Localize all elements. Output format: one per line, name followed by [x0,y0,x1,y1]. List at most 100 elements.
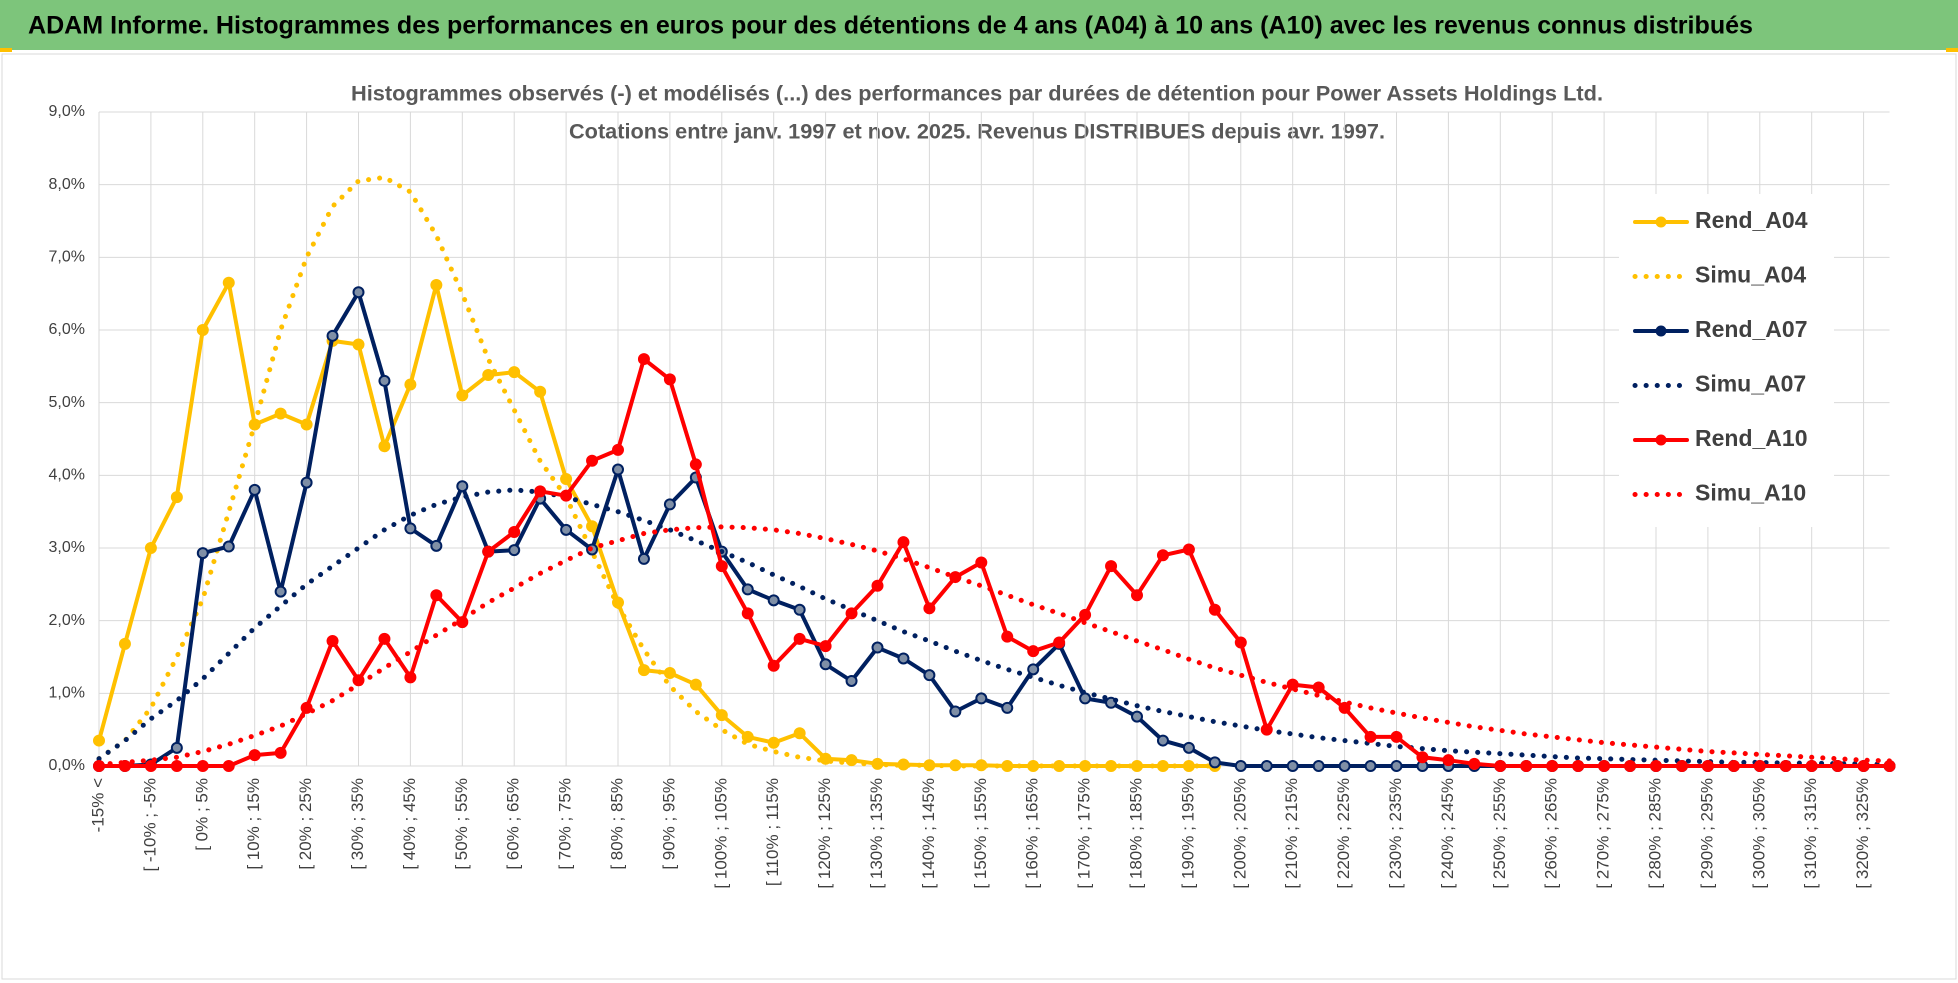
data-point [767,594,780,607]
data-point [1779,760,1792,772]
data-point [1390,760,1403,772]
data-point [1234,636,1247,649]
data-point [482,369,495,382]
x-tick-label: [ 80% ; 85% [607,778,626,870]
x-tick-label: [ 290% ; 295% [1697,778,1716,889]
data-point [534,385,547,398]
y-tick-label: 5,0% [49,394,85,411]
x-tick-label: [ -10% ; -5% [140,778,159,872]
data-point [1131,710,1143,723]
data-point [1105,560,1118,573]
data-point [1364,730,1377,743]
data-point [845,674,858,687]
data-point [1182,741,1195,754]
data-point [1286,678,1299,691]
legend-label: Simu_A10 [1695,480,1806,506]
data-point [1027,645,1040,658]
series-line [96,174,1218,769]
data-point [975,692,988,705]
data-point [1598,760,1611,772]
x-tick-label: [ 0% ; 5% [192,778,211,851]
data-point [741,730,754,743]
data-point [819,658,832,671]
data-point [793,727,806,740]
x-tick-label: [ 240% ; 245% [1438,778,1457,889]
corner [1946,48,1958,52]
data-point [1390,730,1403,743]
data-point [508,366,521,379]
data-point [1338,701,1351,714]
data-point [222,760,235,772]
data-point [1234,760,1247,772]
data-point [300,701,313,714]
x-tick-label: [ 160% ; 165% [1023,778,1042,889]
data-point [663,666,676,679]
data-point [560,472,573,485]
x-tick-label: [ 100% ; 105% [711,778,730,889]
data-point [456,389,469,402]
data-point [871,641,884,654]
data-point [222,540,235,553]
data-point [741,583,754,596]
data-point [378,632,391,645]
data-point [1156,734,1169,747]
data-point [1208,756,1221,769]
data-point [196,760,209,772]
data-point [1001,701,1014,714]
data-point [1131,589,1143,602]
y-tick-label: 9,0% [49,103,85,120]
data-point [1338,760,1351,772]
series-line [96,524,1892,767]
data-point [741,607,754,620]
data-point [897,652,910,665]
data-point [1079,608,1092,621]
data-point [482,545,495,558]
data-point [170,491,183,504]
data-point [1857,760,1870,772]
corner [0,48,12,52]
data-point [93,734,105,747]
data-point [1468,757,1481,770]
data-point [689,678,702,691]
y-tick-label: 1,0% [49,685,85,702]
legend-marker [1655,434,1667,446]
data-point [430,539,443,552]
data-point [1650,760,1662,772]
data-point [586,454,599,467]
x-tick-label: [ 40% ; 45% [400,778,419,870]
y-tick-label: 2,0% [49,612,85,629]
data-point [1182,543,1195,556]
x-tick-label: [ 150% ; 155% [971,778,990,889]
data-point [1027,663,1040,676]
data-point [1416,751,1429,764]
data-point [1753,760,1766,772]
data-point [663,373,676,386]
data-point [1208,603,1221,616]
data-point [715,709,728,722]
legend-marker [1655,216,1667,228]
x-tick-label: [ 70% ; 75% [556,778,575,870]
x-tick-label: [ 250% ; 255% [1490,778,1509,889]
x-tick-label: [ 50% ; 55% [452,778,471,870]
data-point [1312,760,1325,772]
data-point [975,556,988,569]
data-point [352,286,365,299]
data-point [819,640,832,653]
x-tick-label: [ 60% ; 65% [504,778,523,870]
data-point [248,483,261,496]
data-point [560,523,573,536]
x-tick-label: [ 220% ; 225% [1334,778,1353,889]
data-point [897,536,910,549]
data-point [1053,636,1066,649]
data-point [1442,754,1455,767]
data-point [663,498,676,511]
data-point [1156,549,1169,562]
data-point [1805,760,1818,772]
legend-marker [1655,325,1667,337]
x-tick-label: [ 90% ; 95% [659,778,678,870]
x-tick-label: [ 10% ; 15% [244,778,263,870]
data-point [612,443,624,456]
data-point [404,522,417,535]
data-point [378,374,391,387]
